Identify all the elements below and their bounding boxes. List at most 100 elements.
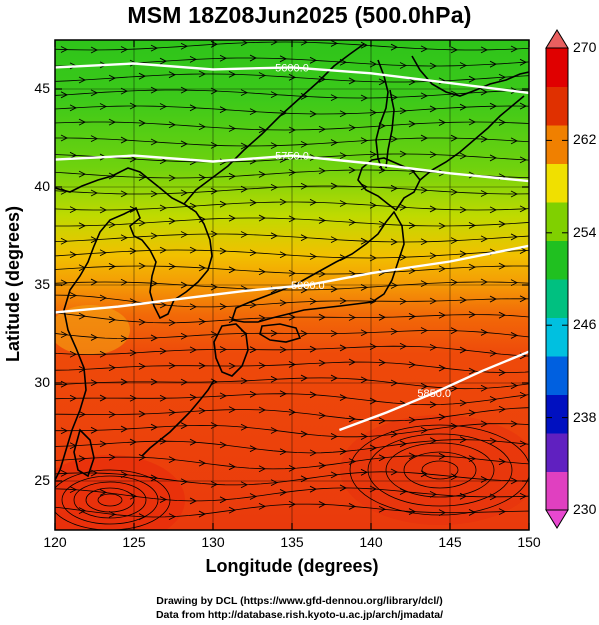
wind-arrow: [150, 474, 159, 482]
colorbar-tick-label: 262: [573, 131, 597, 148]
wind-arrow: [480, 190, 489, 197]
wind-arrow: [429, 252, 438, 260]
contour-line: [55, 154, 529, 183]
wind-arrow: [99, 206, 108, 214]
wind-arrow: [498, 262, 507, 270]
wind-arrow: [408, 120, 417, 128]
wind-arrow: [78, 312, 87, 320]
wind-arrow: [330, 236, 339, 244]
wind-arrow: [390, 135, 399, 143]
wind-arrow: [348, 503, 357, 510]
wind-arrow: [219, 247, 228, 255]
wind-arrow: [168, 456, 177, 464]
wind-arrow: [90, 189, 99, 197]
wind-arrow: [129, 155, 138, 163]
wind-arrow: [450, 90, 459, 98]
wind-arrow: [399, 297, 408, 305]
wind-arrow: [450, 422, 459, 430]
wind-arrow: [288, 126, 297, 134]
wind-arrow: [300, 182, 309, 190]
wind-arrow: [339, 394, 348, 401]
wind-arrow: [150, 279, 159, 287]
colorbar-swatch: [546, 433, 568, 472]
wind-arrow: [318, 359, 327, 367]
y-tick-label: 30: [34, 374, 50, 390]
wind-arrow: [270, 375, 279, 383]
wind-arrow: [90, 135, 99, 143]
wind-arrow: [330, 433, 339, 440]
wind-arrow: [408, 416, 417, 424]
wind-arrow: [330, 374, 339, 382]
wind-arrow: [348, 358, 357, 366]
wind-arrow: [339, 152, 348, 160]
wind-arrow: [249, 390, 258, 398]
wind-arrow: [360, 94, 369, 102]
wind-arrow: [369, 485, 378, 493]
wind-arrow: [150, 190, 159, 198]
wind-arrow: [198, 459, 207, 467]
wind-arrow: [450, 473, 459, 481]
wind-arrow: [480, 384, 489, 392]
wind-arrow: [438, 452, 447, 460]
wind-arrow: [78, 76, 87, 84]
wind-arrow: [489, 437, 498, 445]
wind-arrow: [369, 343, 378, 351]
wind-arrow: [390, 328, 399, 335]
wind-arrow: [288, 500, 297, 508]
wind-arrow: [159, 347, 168, 355]
y-tick-label: 25: [34, 472, 50, 488]
wind-arrow: [459, 346, 468, 354]
wind-arrow: [378, 122, 387, 130]
wind-arrow: [408, 508, 417, 515]
wind-arrow: [360, 284, 369, 291]
wind-arrow: [288, 215, 297, 223]
x-tick-label: 135: [280, 534, 304, 550]
wind-arrow: [498, 311, 507, 319]
wind-arrow: [330, 182, 339, 190]
wind-arrow: [69, 486, 78, 494]
wind-arrow: [108, 364, 117, 372]
wind-arrow: [120, 234, 129, 242]
wind-arrow: [450, 237, 459, 245]
contour-line: [55, 62, 529, 95]
wind-arrow: [429, 205, 438, 213]
wind-arrow: [219, 200, 228, 208]
wind-arrow: [330, 330, 339, 337]
wind-arrow: [78, 118, 87, 126]
wind-arrow: [258, 171, 267, 178]
streamline: [55, 73, 529, 83]
wind-arrow: [258, 72, 267, 79]
wind-arrow: [258, 314, 267, 322]
wind-arrow: [498, 119, 507, 126]
wind-arrow: [219, 346, 228, 353]
wind-arrow: [249, 108, 258, 116]
wind-arrow: [180, 86, 189, 94]
wind-arrow: [180, 140, 189, 148]
y-tick-label: 35: [34, 276, 50, 292]
wind-arrow: [378, 505, 387, 513]
wind-arrow: [189, 346, 198, 354]
wind-arrow: [219, 303, 228, 310]
wind-arrow: [69, 251, 78, 259]
wind-arrow: [279, 346, 288, 354]
wind-arrow: [198, 174, 207, 181]
wind-arrow: [138, 72, 147, 80]
wind-arrow: [249, 54, 258, 62]
wind-arrow: [429, 343, 438, 351]
wind-arrow: [450, 327, 459, 335]
wind-arrow: [168, 263, 177, 270]
wind-arrow: [168, 174, 177, 182]
wind-arrow: [180, 231, 189, 238]
wind-arrow: [459, 62, 468, 69]
wind-arrow: [258, 126, 267, 134]
wind-arrow: [240, 40, 249, 47]
wind-arrow: [189, 497, 198, 505]
wind-arrow: [498, 458, 507, 466]
x-tick-label: 125: [122, 534, 146, 550]
wind-arrow: [198, 510, 207, 518]
wind-arrow: [288, 73, 297, 81]
wind-arrow: [270, 91, 279, 99]
wind-arrow: [450, 278, 459, 286]
wind-arrow: [279, 390, 288, 398]
wind-arrow: [288, 408, 297, 416]
